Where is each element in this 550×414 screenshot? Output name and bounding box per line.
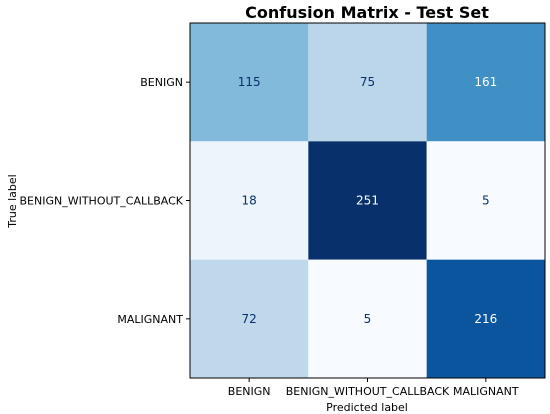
matrix-cell [190,141,309,260]
plot-frame [189,22,546,379]
chart-title: Confusion Matrix - Test Set [245,3,489,22]
cell-value: 251 [356,194,379,208]
matrix-cell [426,259,545,378]
y-tick-labels: BENIGN BENIGN_WITHOUT_CALLBACK MALIGNANT [20,76,190,326]
matrix-cells [190,23,545,378]
matrix-cell [308,259,427,378]
x-axis-label: Predicted label [326,401,408,414]
matrix-cell [190,23,309,142]
matrix-cell [308,23,427,142]
matrix-cell [190,259,309,378]
cell-value: 72 [242,312,257,326]
cell-value: 75 [360,75,375,89]
cell-value: 115 [238,75,261,89]
y-tick-label: BENIGN_WITHOUT_CALLBACK [20,195,184,208]
y-tick-label: BENIGN [140,76,183,89]
x-tick-label: BENIGN [228,385,271,398]
cell-value: 161 [474,75,497,89]
y-tick-label: MALIGNANT [117,313,183,326]
x-tick-label: BENIGN_WITHOUT_CALLBACK [286,385,450,398]
y-axis-label: True label [6,174,19,228]
matrix-cell [426,23,545,142]
cell-value: 216 [474,312,497,326]
matrix-cell [308,141,427,260]
cell-value-labels: 115 75 161 18 251 5 72 5 216 [238,75,498,326]
x-tick-labels: BENIGN BENIGN_WITHOUT_CALLBACK MALIGNANT [228,378,519,398]
cell-value: 5 [482,194,490,208]
matrix-cell [426,141,545,260]
cell-value: 18 [242,194,257,208]
x-tick-label: MALIGNANT [453,385,519,398]
cell-value: 5 [364,312,372,326]
